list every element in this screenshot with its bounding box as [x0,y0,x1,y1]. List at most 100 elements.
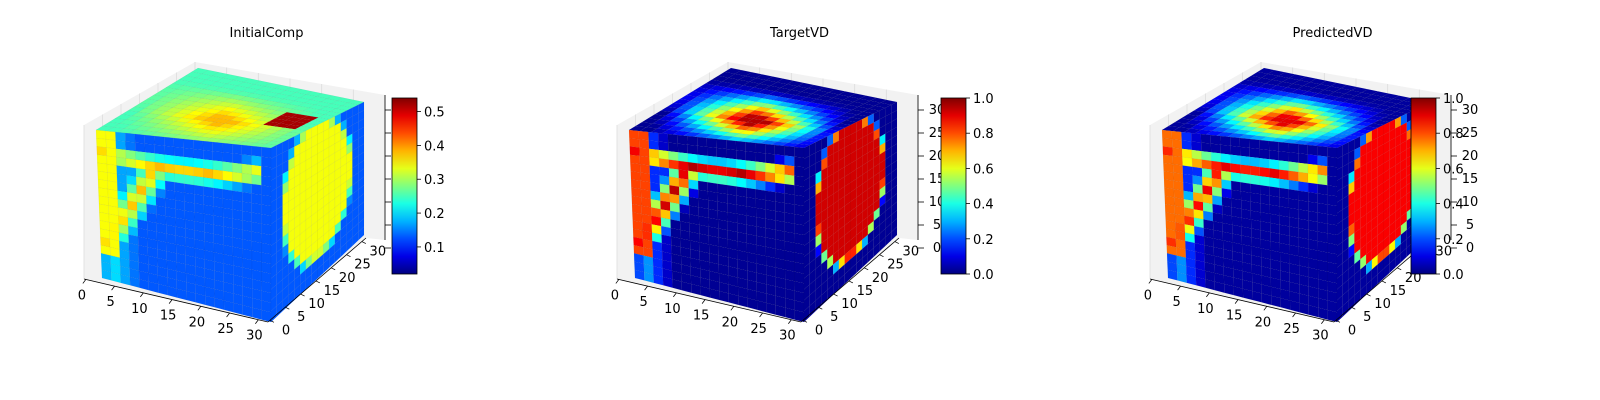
front-voxel [192,139,204,151]
colorbar-tick-label: 0.8 [973,127,994,142]
front-voxel [745,160,756,172]
front-voxel [706,137,717,149]
colorbar-tick-label: 0.0 [973,268,994,283]
front-voxel [145,186,157,198]
colorbar-tick-label: 0.4 [1443,198,1464,213]
front-voxel [1182,165,1193,176]
x-axis-line [1149,278,1335,323]
colorbar-tick-label: 0.6 [1443,162,1464,177]
x-tick-label: 30 [1312,329,1329,344]
x-tick [615,279,620,284]
front-voxel [697,154,708,165]
front-voxel [765,171,776,183]
front-voxel [222,198,233,210]
front-voxel [1327,146,1338,158]
front-voxel [1200,133,1212,144]
front-voxel [154,170,166,182]
front-voxel [251,174,262,186]
front-voxel [124,132,136,143]
front-voxel [1279,196,1290,209]
z-tick-label: 20 [1462,149,1479,164]
x-tick [701,299,706,304]
y-tick-label: 20 [872,271,889,286]
front-voxel [183,138,194,150]
front-voxel [163,136,175,148]
front-voxel [755,142,766,154]
y-tick [331,267,336,271]
y-tick-label: 0 [815,323,823,338]
front-voxel [1221,179,1232,190]
front-voxel [794,156,805,168]
colorbar-tick-label: 0.2 [1443,233,1464,248]
front-voxel [1327,213,1338,226]
front-voxel [203,177,214,189]
front-voxel [193,193,205,205]
front-voxel [794,194,805,207]
front-voxel [212,160,223,172]
front-voxel [135,150,146,162]
x-tick [1292,312,1296,318]
front-voxel [1171,139,1183,150]
y-tick-label: 30 [370,245,387,260]
front-voxel [1279,206,1290,218]
front-voxel [1317,221,1328,234]
colorbar [391,97,418,275]
front-voxel [115,148,127,159]
front-voxel [696,136,708,148]
front-voxel [774,201,786,213]
x-tick [1206,292,1210,298]
front-voxel [1288,189,1299,201]
y-tick [833,293,838,297]
front-voxel [1298,171,1309,183]
front-voxel [629,146,640,157]
front-voxel [697,163,708,174]
colorbar-tick-label: 1.0 [1443,92,1464,107]
x-tick [1321,319,1325,324]
front-voxel [774,210,786,223]
front-voxel [1298,209,1309,221]
front-voxel [1201,150,1212,162]
front-voxel [95,129,107,140]
front-voxel [667,142,679,153]
front-voxel [764,143,776,155]
front-voxel [212,141,223,153]
front-voxel [241,163,252,175]
x-tick-label: 30 [779,329,796,344]
x-tick [197,306,202,311]
x-tick [730,306,735,311]
front-voxel [1240,182,1251,193]
colorbar-tick-label: 0.4 [973,198,994,213]
front-voxel [745,187,757,199]
front-voxel [755,161,766,173]
front-voxel [116,156,127,168]
front-voxel [774,191,786,204]
front-voxel [765,209,776,221]
front-voxel [1239,137,1250,149]
front-voxel [1317,145,1328,157]
front-voxel [222,161,233,173]
front-voxel [1249,147,1260,159]
front-voxel [1298,190,1309,202]
chart-panel-initialcomp: InitialComp 0 5 10 15 20 25 30 0 5 10 15 20 25 30 0.1 0… [0,0,533,400]
chart-title: TargetVD [769,26,830,41]
front-voxel [784,221,795,234]
colorbar-tick-label: 0.3 [424,173,445,188]
front-voxel [784,193,795,205]
front-voxel [1250,201,1261,213]
front-voxel [164,154,175,165]
front-voxel [154,144,165,155]
chart-svg: 0510152025300510152025300510152025300.00… [1144,62,1479,344]
front-voxel [784,164,795,177]
x-tick-label: 25 [750,322,767,337]
front-voxel [794,204,805,216]
front-voxel [794,185,805,197]
front-voxel [1190,132,1202,143]
front-voxel [677,151,689,163]
x-axis-line [83,278,269,323]
front-voxel [706,155,718,167]
front-voxel [736,195,747,207]
x-tick [1234,299,1239,304]
front-voxel [174,182,185,193]
x-tick [111,285,115,291]
